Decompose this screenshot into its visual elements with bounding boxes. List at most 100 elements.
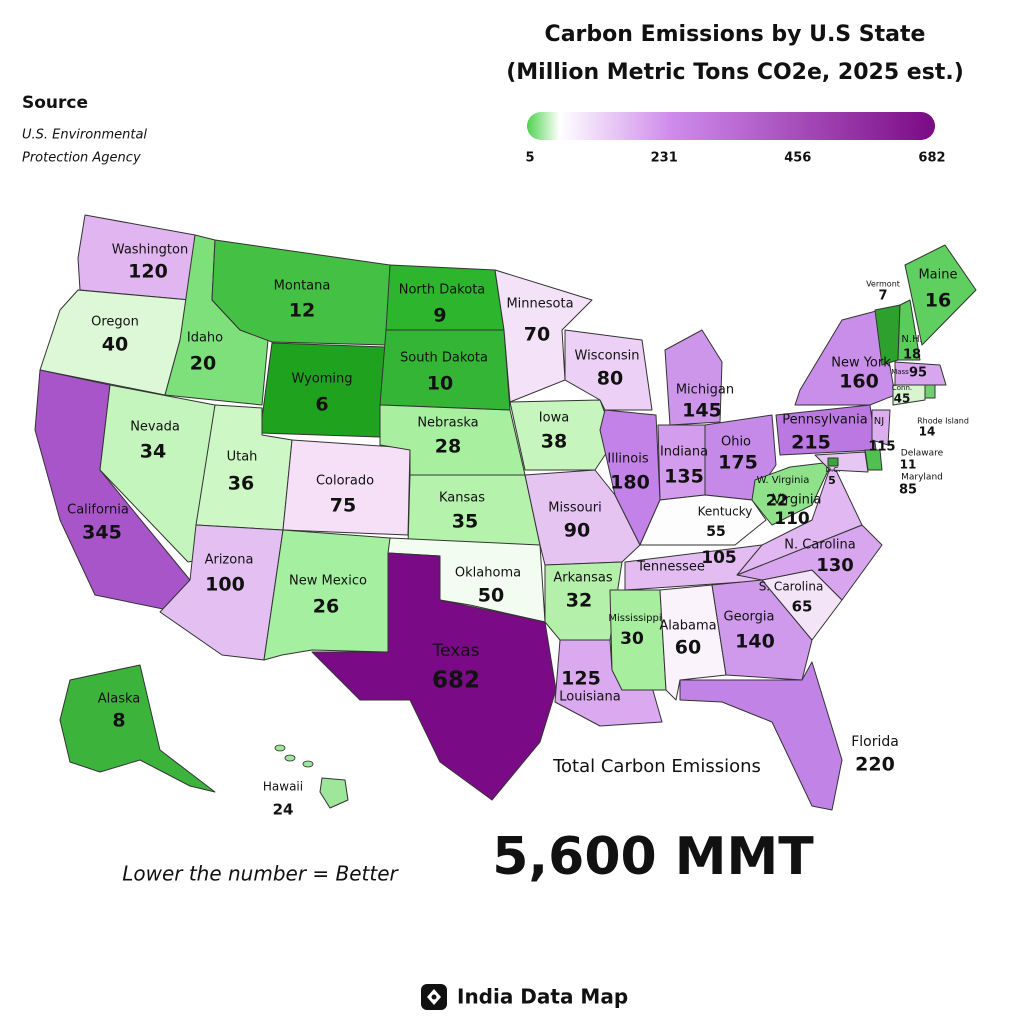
state-name: Georgia: [724, 610, 775, 625]
state-name: Iowa: [539, 411, 569, 426]
states: [34, 214, 977, 811]
state-name: Ohio: [721, 435, 751, 450]
state-name: Colorado: [316, 474, 374, 489]
state-name: Washington: [112, 243, 188, 258]
state: [751, 461, 833, 526]
state: [639, 494, 767, 546]
state: [904, 244, 977, 346]
state-name: North Dakota: [399, 283, 486, 298]
colorbar-tick-label: 682: [918, 151, 945, 166]
state-name: Missouri: [548, 501, 602, 516]
state: [259, 342, 387, 438]
labels: Washington120Oregon40California345Nevada…: [67, 243, 969, 819]
state: [679, 661, 843, 811]
state-name: Idaho: [187, 331, 223, 346]
state-name: Alabama: [659, 619, 716, 634]
state: [871, 409, 891, 446]
state: [897, 299, 921, 361]
state: [657, 424, 706, 501]
state: [311, 552, 557, 801]
state-name: Mass: [891, 368, 909, 376]
state-value: 60: [675, 637, 701, 659]
state-name: Louisiana: [559, 690, 620, 705]
state-name: Arizona: [205, 553, 254, 568]
state: [736, 461, 863, 576]
state-name: Delaware: [901, 449, 944, 459]
state-value: 125: [561, 668, 601, 690]
state-name: Mississippi: [608, 613, 661, 624]
state-value: 6: [315, 394, 328, 416]
state-name: Minnesota: [506, 297, 573, 312]
state-value: 180: [610, 472, 650, 494]
state-value: 140: [735, 631, 775, 653]
state-value: 26: [313, 596, 339, 618]
state-name: Conn.: [892, 384, 912, 392]
state-value: 14: [919, 425, 936, 439]
state-value: 11: [900, 458, 917, 472]
state-value: 36: [228, 473, 254, 495]
state: [827, 457, 839, 467]
state: [609, 589, 667, 691]
state-name: S. Carolina: [759, 580, 824, 594]
total-value: 5,600 MMT: [492, 827, 814, 887]
state: [77, 214, 196, 301]
state-value: 115: [868, 440, 895, 455]
source-text: Protection Agency: [22, 151, 141, 166]
state-value: 50: [478, 585, 504, 607]
state: [509, 399, 616, 471]
state: [379, 329, 511, 411]
state-value: 18: [903, 348, 921, 363]
state-value: 45: [894, 392, 911, 406]
state-name: W. Virginia: [757, 475, 810, 486]
state-value: 7: [878, 289, 887, 304]
state-name: New York: [831, 356, 891, 371]
state-name: Wisconsin: [575, 349, 640, 364]
state-value: 145: [682, 400, 722, 422]
state-name: Virginia: [772, 493, 821, 508]
state-value: 35: [452, 511, 478, 533]
state-name: Maine: [918, 268, 957, 283]
state: [814, 451, 869, 473]
state-value: 220: [855, 754, 895, 776]
island: [274, 744, 286, 752]
state-value: 70: [524, 324, 550, 346]
state: [711, 579, 813, 681]
state-name: Texas: [432, 641, 480, 661]
state-name: Hawaii: [263, 780, 303, 794]
state-value: 28: [435, 436, 461, 458]
state-name: Kansas: [439, 491, 485, 506]
state-value: 110: [774, 509, 810, 529]
state-name: Maryland: [901, 473, 943, 483]
state-value: 40: [102, 334, 128, 356]
state-name: Oregon: [91, 315, 139, 330]
state-value: 12: [289, 300, 315, 322]
state-value: 95: [909, 366, 927, 381]
state-value: 24: [273, 801, 294, 819]
state: [59, 664, 216, 793]
state-name: Montana: [274, 279, 331, 294]
brand-icon: [421, 984, 447, 1010]
state-name: South Dakota: [400, 351, 488, 366]
state: [319, 777, 349, 809]
state-value: 175: [718, 452, 758, 474]
state-value: 34: [140, 441, 166, 463]
state-name: Arkansas: [553, 571, 612, 586]
source-text: U.S. Environmental: [22, 128, 147, 143]
state-name: California: [67, 503, 129, 518]
state-value: 160: [839, 371, 879, 393]
state-value: 130: [816, 555, 854, 576]
state-value: 105: [701, 548, 737, 568]
state-value: 8: [112, 710, 125, 732]
state-name: Michigan: [676, 383, 734, 398]
state-value: 100: [205, 574, 245, 596]
state: [554, 639, 663, 727]
state-value: 55: [706, 524, 725, 540]
colorbar-tick-label: 456: [784, 151, 811, 166]
state-name: N.H.: [901, 334, 922, 345]
state: [524, 469, 641, 566]
state-name: Nevada: [130, 420, 180, 435]
colorbar-tick-label: 5: [525, 151, 534, 166]
island: [302, 760, 314, 768]
colorbar: [527, 112, 935, 140]
